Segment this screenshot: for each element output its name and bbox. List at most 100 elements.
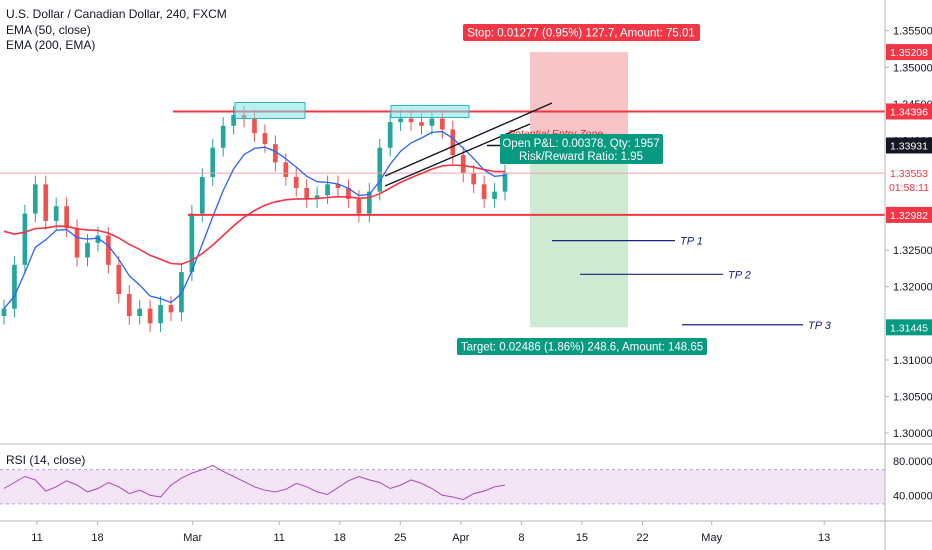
candle-body [116,264,122,295]
price-tick-label: 1.30000 [893,428,932,440]
candle-body [335,184,341,188]
candle-body [502,173,508,192]
price-tick-label: 1.32500 [893,245,932,257]
candle-body [95,235,101,243]
target-price-badge [886,319,932,336]
take-profit-label: TP 2 [728,269,751,281]
time-tick-label: 18 [91,532,103,544]
rsi-legend: RSI (14, close) [6,453,85,467]
support-price-label: 1.32982 [890,210,928,222]
time-tick-label: 22 [636,532,648,544]
rsi-pane [0,464,885,505]
countdown-badge [886,180,932,195]
rsi-tick-label: 40.0000 [893,490,932,502]
top-box-right [390,104,470,118]
candle-body [440,118,445,130]
candle-body [429,118,435,126]
candle-body [1,308,7,316]
last-price-badge [886,165,932,182]
candle-body [398,118,403,123]
price-tick-label: 1.35000 [893,62,932,74]
candle-body [314,195,320,199]
price-tick-label: 1.30500 [893,391,932,403]
candle-body [168,305,174,313]
candle-body [450,129,456,156]
candle-body [106,235,111,265]
target-price-label: 1.31445 [890,322,928,334]
stop-label-box [463,24,700,41]
overlays [0,130,885,310]
candle-body [346,187,351,199]
candle-body [471,173,477,185]
candle-body [74,228,80,258]
stop-price-label: 1.35208 [890,47,928,59]
candle-body [64,206,69,229]
time-tick-label: Mar [183,532,202,544]
position-zones [530,52,628,328]
candle-body [283,162,289,178]
candle-body [137,308,143,316]
candle-body [481,184,487,199]
candle-body [199,177,205,214]
rsi-line [3,464,506,501]
candle-body [126,294,132,316]
price-tick-label: 1.35500 [893,26,932,38]
time-tick-label: 11 [31,532,42,544]
candle-body [273,144,278,163]
candle-body [158,305,163,324]
candle-body [304,187,310,199]
ema200-legend: EMA (200, EMA) [6,38,95,52]
rsi-band [0,469,885,504]
last-price-label: 1.33553 [890,168,928,180]
price-tick-label: 1.31000 [893,355,932,367]
target-label-box [457,338,707,355]
candle-body [356,198,362,214]
time-tick-label: 25 [394,532,406,544]
time-tick-label: May [701,532,722,544]
candle-body [231,114,236,126]
risk-reward-label: Risk/Reward Ratio: 1.95 [519,151,643,163]
target-zone [530,145,628,328]
candle-body [12,264,17,309]
support-price-badge [886,206,932,223]
time-tick-label: Apr [452,532,469,544]
rsi-tick-label: 80.0000 [893,456,932,468]
entry-price-label: 1.33931 [890,140,928,152]
chart-title: U.S. Dollar / Canadian Dollar, 240, FXCM [6,7,227,21]
candle-body [387,122,393,148]
candle-body [419,122,424,126]
stop-label-text: Stop: 0.01277 (0.95%) 127.7, Amount: 75.… [467,28,695,40]
candle-body [220,125,226,148]
candle-body [262,133,268,145]
candle-body [189,213,195,273]
trend-line-upper [384,102,553,177]
candle-body [293,177,299,188]
entry-price-badge [886,137,932,154]
time-tick-label: 18 [334,532,346,544]
pnl-label: Open P&L: 0.00378, Qty: 1957 [502,138,659,150]
candle-body [32,184,38,214]
ema200-line [3,164,506,266]
candle-body [377,147,383,192]
candle-body [408,118,414,123]
resistance-price-label: 1.34396 [890,106,928,118]
price-tick-label: 1.32000 [893,282,932,294]
time-tick-label: 15 [576,532,588,544]
candle-body [460,155,466,174]
candle-body [210,147,216,178]
pnl-box [500,134,663,164]
candle-body [325,184,330,196]
target-label-text: Target: 0.02486 (1.86%) 248.6, Amount: 1… [461,342,703,354]
ema50-legend: EMA (50, close) [6,23,91,37]
candle-body [147,308,153,324]
take-profit-label: TP 1 [680,236,703,248]
ema50-line [3,130,506,310]
candle-body [366,191,372,214]
take-profit-label: TP 3 [808,320,832,332]
candle-body [22,213,28,265]
drawings[interactable]: Potential Entry ZoneStop: 0.01277 (0.95%… [173,24,885,355]
